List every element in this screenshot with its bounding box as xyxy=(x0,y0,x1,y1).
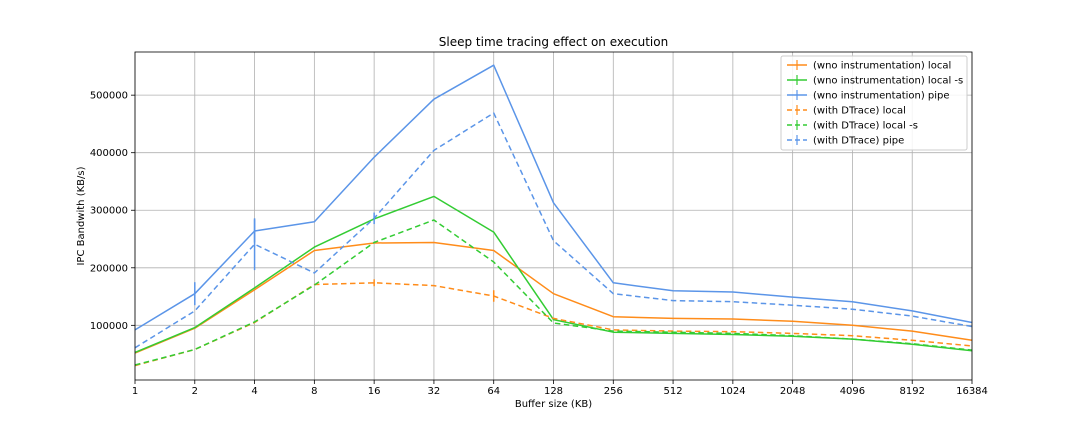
x-tick-label: 1 xyxy=(132,386,138,397)
x-axis-title: Buffer size (KB) xyxy=(515,399,592,410)
y-tick-label: 300000 xyxy=(90,206,128,217)
legend-label: (with DTrace) local -s xyxy=(813,121,918,132)
legend-label: (with DTrace) pipe xyxy=(813,136,904,147)
chart-title: Sleep time tracing effect on execution xyxy=(439,35,668,49)
y-tick-label: 400000 xyxy=(90,148,128,159)
y-tick-label: 200000 xyxy=(90,263,128,274)
x-tick-label: 16 xyxy=(368,386,381,397)
x-tick-label: 512 xyxy=(664,386,683,397)
legend-label: (wno instrumentation) local -s xyxy=(813,76,963,87)
x-tick-label: 2048 xyxy=(780,386,805,397)
series-line xyxy=(134,64,973,331)
series-6 xyxy=(134,112,973,349)
axis-ticks: 1 2 4 8 16 32 64 128 256 512 1024 2048 4096 8192 16384… xyxy=(90,91,988,397)
x-tick-label: 8192 xyxy=(899,386,924,397)
x-tick-label: 64 xyxy=(487,386,500,397)
legend-label: (with DTrace) local xyxy=(813,106,906,117)
x-tick-label: 4 xyxy=(251,386,257,397)
x-tick-label: 8 xyxy=(311,386,317,397)
series-line xyxy=(134,195,973,354)
series-2 xyxy=(134,195,973,354)
series-line xyxy=(134,241,973,354)
x-tick-label: 32 xyxy=(428,386,441,397)
x-tick-label: 4096 xyxy=(840,386,865,397)
series-1 xyxy=(134,241,973,354)
x-tick-label: 256 xyxy=(604,386,623,397)
legend-label: (wno instrumentation) pipe xyxy=(813,91,950,102)
y-axis-title: IPC Bandwith (KB/s) xyxy=(76,166,87,265)
series-line xyxy=(134,112,973,349)
series-line xyxy=(134,282,973,367)
x-tick-label: 2 xyxy=(192,386,198,397)
x-tick-label: 1024 xyxy=(720,386,745,397)
legend-box xyxy=(780,55,968,151)
legend: (wno instrumentation) local (wno instrume… xyxy=(780,55,968,151)
series-group xyxy=(134,64,973,367)
x-tick-label: 16384 xyxy=(956,386,988,397)
y-tick-label: 500000 xyxy=(90,91,128,102)
legend-label: (wno instrumentation) local xyxy=(813,61,951,72)
legend-entries: (wno instrumentation) local (wno instrume… xyxy=(787,60,963,147)
y-tick-label: 100000 xyxy=(90,321,128,332)
series-4 xyxy=(134,279,973,367)
x-tick-label: 128 xyxy=(544,386,563,397)
